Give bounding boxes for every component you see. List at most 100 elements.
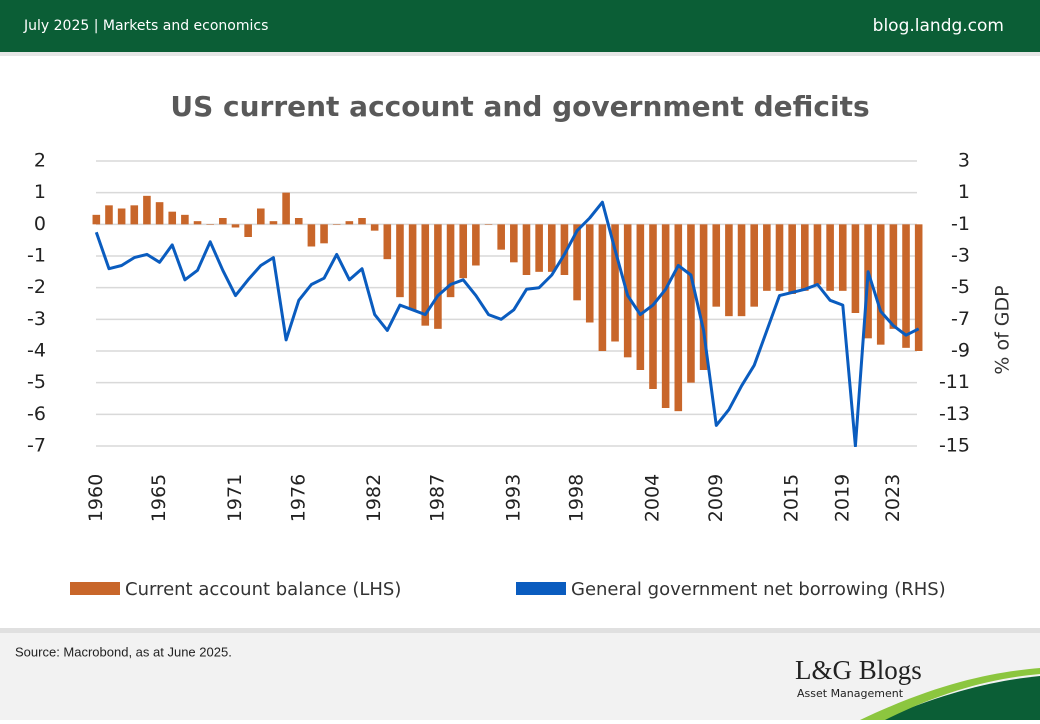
- bar: [244, 224, 252, 237]
- bar: [294, 218, 303, 225]
- y-tick-label: 0: [34, 213, 46, 235]
- bar: [699, 224, 708, 370]
- bar: [408, 224, 417, 310]
- bar: [636, 224, 645, 370]
- y2-tick-label: 1: [958, 181, 970, 203]
- legend-label: General government net borrowing (RHS): [571, 579, 946, 600]
- bar: [813, 224, 822, 285]
- bar: [547, 224, 556, 272]
- x-tick-label: 1965: [148, 474, 170, 522]
- y-tick-label: -2: [27, 276, 46, 298]
- bar: [168, 211, 177, 225]
- bar: [345, 221, 354, 225]
- bar: [674, 224, 683, 412]
- bar: [775, 224, 784, 291]
- bar: [193, 221, 202, 225]
- bar: [370, 224, 379, 231]
- plot: [92, 192, 923, 447]
- bar: [459, 224, 468, 279]
- logo-swoosh-accent: [860, 668, 1040, 720]
- source-note: Source: Macrobond, as at June 2025.: [15, 644, 232, 659]
- header-rule: [0, 52, 1040, 56]
- bar: [788, 224, 796, 294]
- y-tick-label: -6: [27, 403, 46, 425]
- y2-tick-label: -7: [951, 308, 970, 330]
- x-tick-label: 1987: [426, 474, 448, 522]
- header-site[interactable]: blog.landg.com: [873, 16, 1004, 36]
- x-tick-label: 2015: [781, 474, 803, 522]
- legend-label: Current account balance (LHS): [125, 579, 401, 600]
- bar: [712, 224, 721, 307]
- bar: [497, 224, 505, 250]
- bar: [231, 224, 240, 228]
- bar: [92, 214, 101, 225]
- bar: [421, 224, 430, 326]
- bar: [396, 224, 404, 298]
- y2-tick-label: -13: [939, 403, 970, 425]
- bar: [737, 224, 746, 317]
- bar: [585, 224, 594, 323]
- x-tick-label: 1960: [85, 474, 107, 522]
- y2-tick-label: -3: [951, 245, 970, 267]
- bar: [155, 202, 164, 225]
- y-tick-label: 1: [34, 181, 46, 203]
- y2-tick-label: -11: [939, 371, 970, 393]
- y-tick-label: 2: [34, 150, 46, 172]
- bar: [307, 224, 316, 247]
- bar: [876, 224, 885, 345]
- x-tick-label: 1976: [287, 474, 309, 522]
- bar: [383, 224, 392, 260]
- chart-title: US current account and government defici…: [170, 90, 869, 123]
- bar: [750, 224, 758, 307]
- x-tick-label: 2009: [705, 474, 727, 522]
- x-tick-label: 1993: [502, 474, 524, 522]
- x-tick-label: 1998: [566, 474, 588, 522]
- x-tick-label: 2023: [882, 474, 904, 522]
- bar: [434, 224, 442, 329]
- bar: [181, 214, 189, 225]
- x-tick-label: 1971: [224, 474, 246, 522]
- bar: [851, 224, 860, 313]
- legend-swatch: [516, 582, 566, 595]
- bar: [611, 224, 619, 342]
- x-tick-label: 2004: [641, 474, 663, 522]
- bar: [117, 208, 126, 225]
- bar: [105, 205, 113, 225]
- y-tick-label: -1: [27, 245, 46, 267]
- bar: [269, 221, 278, 225]
- logo-swoosh: [880, 676, 1040, 720]
- bar: [446, 224, 455, 298]
- bar: [522, 224, 531, 275]
- y-tick-label: -7: [27, 435, 46, 457]
- bar: [661, 224, 670, 408]
- bar: [332, 224, 341, 225]
- bar: [838, 224, 847, 291]
- logo-sub: Asset Management: [797, 687, 904, 700]
- y2-tick-label: -1: [951, 213, 970, 235]
- bar: [484, 224, 493, 225]
- header-section: July 2025 | Markets and economics: [23, 18, 268, 34]
- bar: [472, 224, 480, 266]
- legend-swatch: [70, 582, 120, 595]
- line: [94, 200, 920, 447]
- bar: [573, 224, 581, 301]
- footer-bar: [0, 628, 1040, 720]
- bar: [282, 192, 290, 225]
- y2-tick-label: -9: [951, 340, 970, 362]
- bar: [143, 195, 151, 225]
- y-tick-label: -5: [27, 371, 46, 393]
- bar: [510, 224, 518, 263]
- bar: [358, 218, 366, 225]
- bar: [130, 205, 139, 225]
- y-tick-label: -4: [27, 340, 46, 362]
- bar: [826, 224, 834, 291]
- y-tick-label: -3: [27, 308, 46, 330]
- bar: [320, 224, 328, 244]
- y2-tick-label: -15: [939, 435, 970, 457]
- bar: [560, 224, 569, 275]
- bar: [598, 224, 607, 351]
- y2-tick-label: 3: [958, 150, 970, 172]
- bar: [889, 224, 898, 329]
- bar: [206, 224, 214, 225]
- footer-rule: [0, 628, 1040, 633]
